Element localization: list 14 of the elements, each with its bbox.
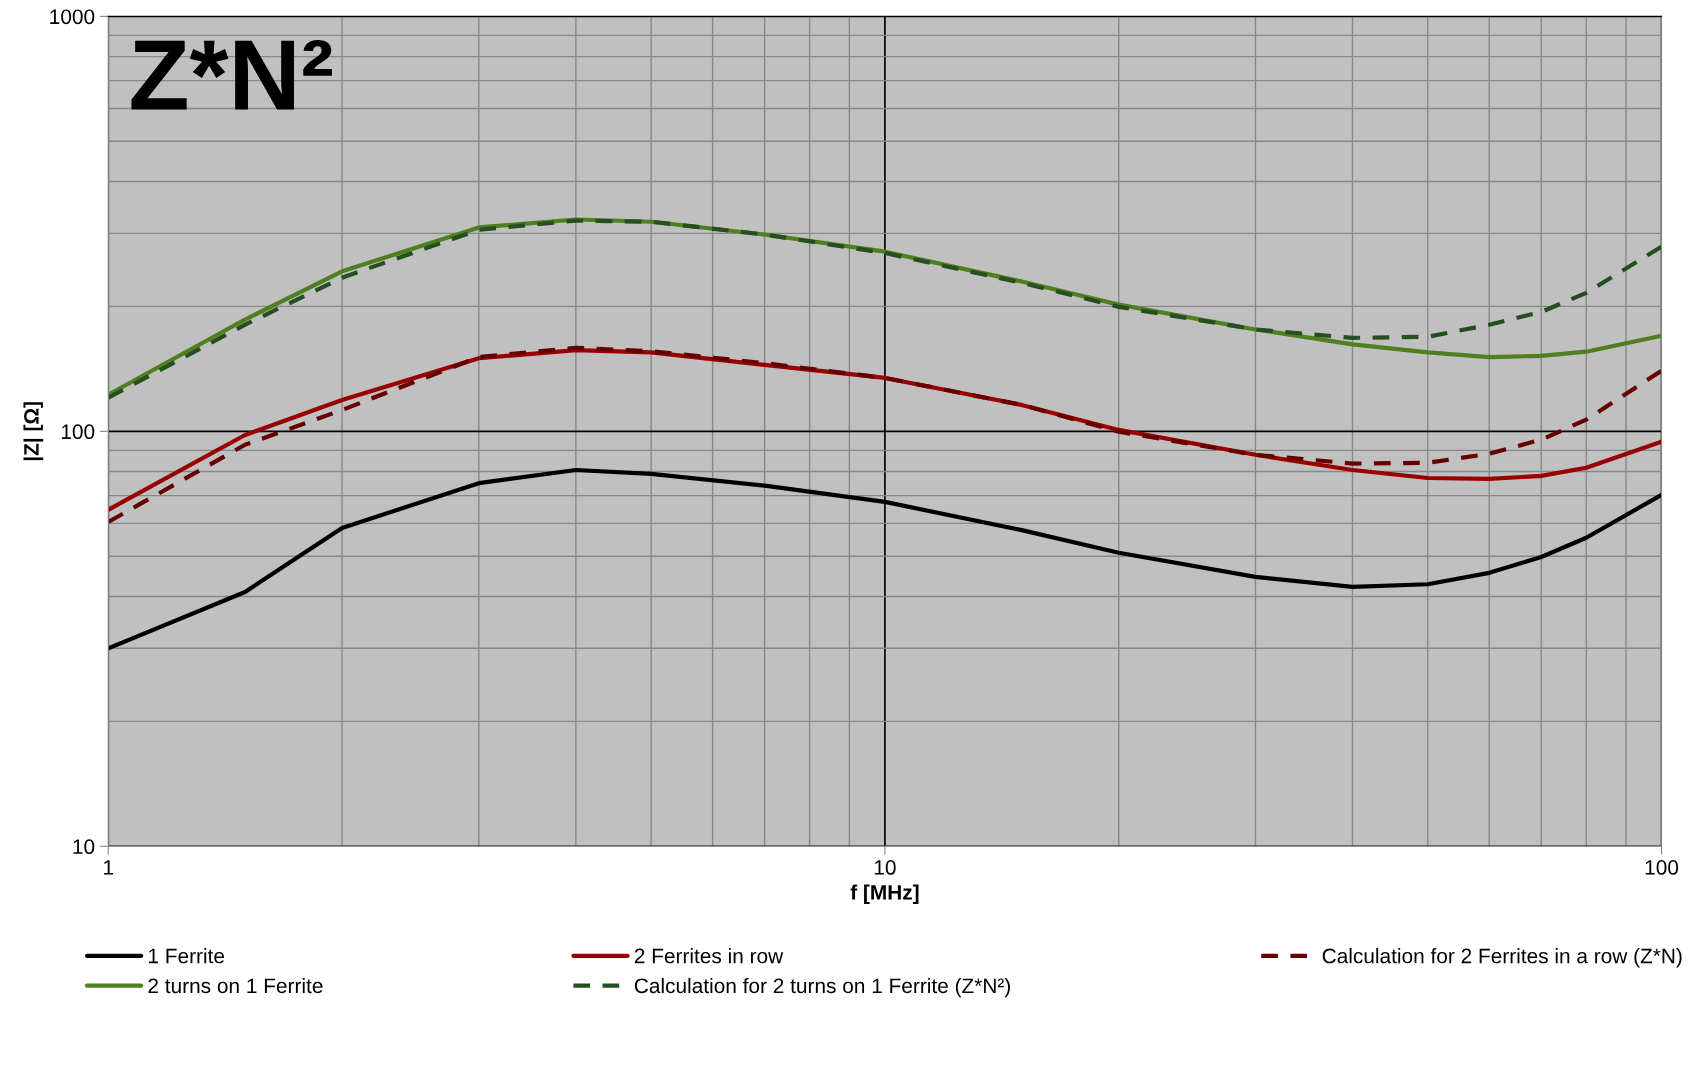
y-axis-title: |Z| [Ω] [23, 402, 44, 461]
legend-label: Calculation for 2 Ferrites in a row (Z*N) [1322, 948, 1682, 968]
y-tick-label: 100 [61, 424, 95, 440]
legend-label: 2 Ferrites in row [634, 948, 784, 964]
legend-label: Calculation for 2 turns on 1 Ferrite (Z*N²) [634, 977, 1010, 998]
chart-title: Z*N² [131, 39, 332, 110]
legend-label: 1 Ferrite [149, 948, 225, 964]
x-axis-title: f [MHz] [850, 884, 919, 904]
x-tick-label: 100 [1645, 860, 1679, 875]
y-tick-label: 1000 [50, 9, 95, 25]
legend-label: 2 turns on 1 Ferrite [148, 977, 323, 994]
x-tick-label: 1 [104, 860, 114, 875]
y-tick-label: 10 [73, 839, 95, 855]
x-tick-label: 10 [874, 860, 896, 875]
